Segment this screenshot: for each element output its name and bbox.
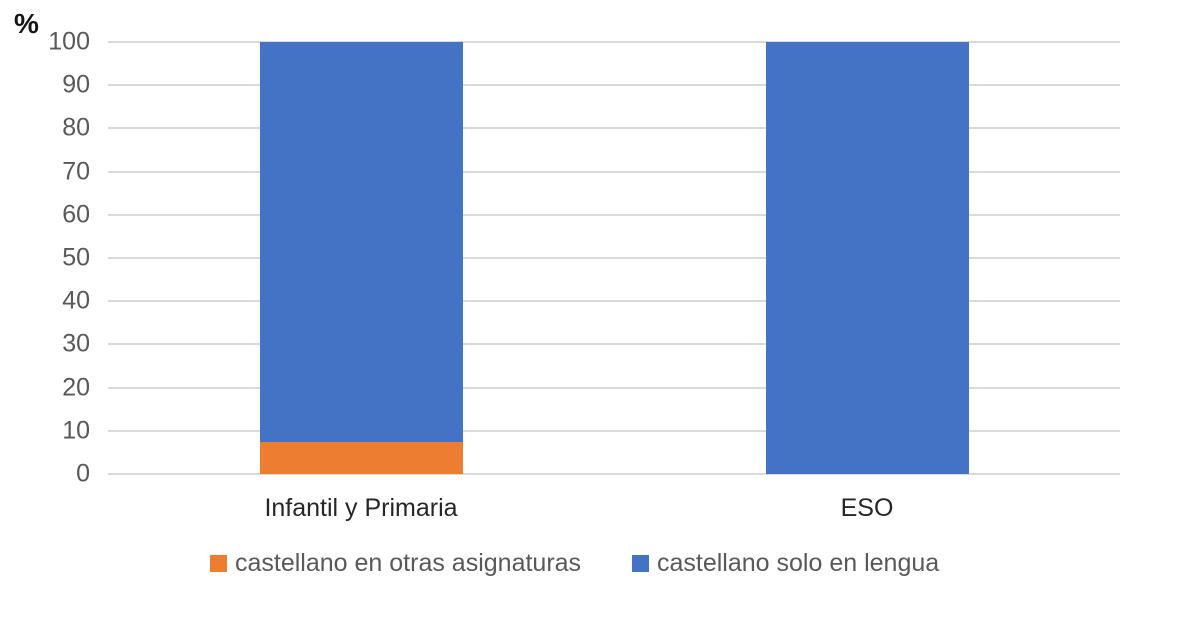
legend-item-castellano-solo-en-lengua: castellano solo en lengua — [632, 551, 939, 576]
bar-segment-infantil-y-primaria-castellano-en-otras-asignaturas — [259, 441, 463, 474]
y-tick-label-10: 10 — [62, 416, 90, 445]
legend-swatch-castellano-solo-en-lengua — [632, 555, 649, 572]
y-tick-label-100: 100 — [48, 27, 90, 56]
bar-segment-infantil-y-primaria-castellano-solo-en-lengua — [259, 42, 463, 442]
y-tick-label-70: 70 — [62, 157, 90, 186]
gridline-50 — [108, 257, 1120, 259]
y-tick-label-60: 60 — [62, 200, 90, 229]
gridline-40 — [108, 300, 1120, 303]
y-axis-unit-label: % — [14, 8, 39, 39]
y-tick-label-0: 0 — [76, 459, 90, 488]
category-label-eso: ESO — [840, 494, 894, 522]
bar-segment-eso-castellano-solo-en-lengua — [765, 42, 969, 474]
legend-item-castellano-en-otras-asignaturas: castellano en otras asignaturas — [210, 551, 581, 576]
category-label-infantil-y-primaria: Infantil y Primaria — [264, 494, 458, 522]
gridline-90 — [108, 84, 1120, 87]
legend-swatch-castellano-en-otras-asignaturas — [210, 555, 227, 572]
y-tick-label-90: 90 — [62, 70, 90, 99]
gridline-30 — [108, 343, 1120, 346]
gridline-70 — [108, 170, 1120, 173]
gridline-100 — [108, 41, 1120, 43]
y-tick-label-50: 50 — [62, 243, 90, 272]
y-tick-label-80: 80 — [62, 113, 90, 142]
y-tick-label-30: 30 — [62, 329, 90, 358]
gridline-0 — [108, 473, 1120, 475]
y-tick-label-40: 40 — [62, 286, 90, 315]
gridline-80 — [108, 127, 1120, 130]
legend-label-castellano-solo-en-lengua: castellano solo en lengua — [657, 549, 940, 577]
legend-label-castellano-en-otras-asignaturas: castellano en otras asignaturas — [235, 549, 582, 577]
gridline-10 — [108, 429, 1120, 432]
y-tick-label-20: 20 — [62, 373, 90, 402]
gridline-60 — [108, 213, 1120, 216]
gridline-20 — [108, 386, 1120, 389]
